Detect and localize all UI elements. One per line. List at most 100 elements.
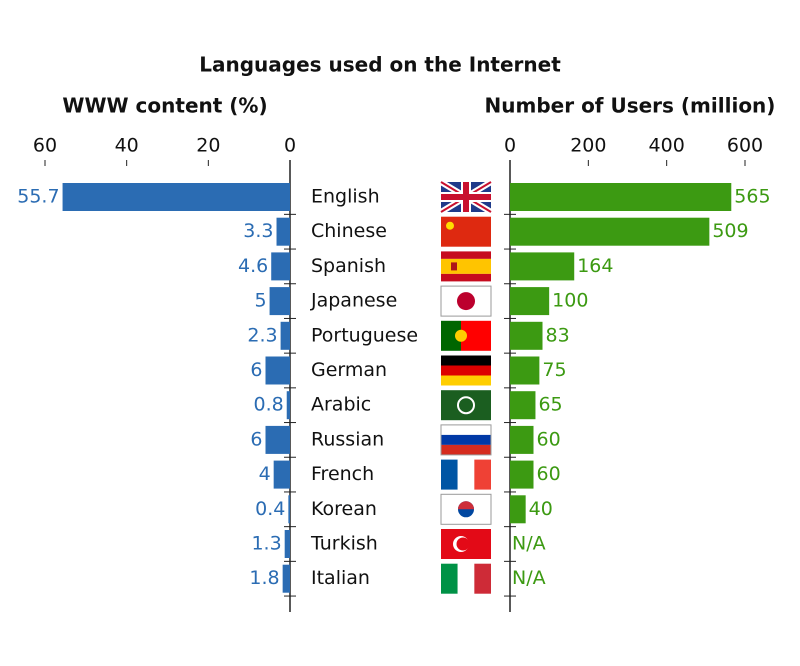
value-label: 3.3 xyxy=(243,220,273,242)
value-label: 164 xyxy=(577,255,613,277)
value-label: 83 xyxy=(546,324,570,346)
category-label: English xyxy=(311,186,380,208)
flag-part xyxy=(441,375,491,386)
x-tick-label: 20 xyxy=(196,135,220,157)
value-label: N/A xyxy=(512,567,546,589)
category-label: Chinese xyxy=(311,220,387,242)
value-label: 65 xyxy=(538,394,562,416)
x-tick-label: 600 xyxy=(727,135,763,157)
flag-part xyxy=(456,537,470,551)
panel-title: Number of Users (million) xyxy=(485,94,776,118)
flag-part xyxy=(457,459,475,490)
flag-part xyxy=(457,563,475,594)
flag-part xyxy=(457,292,475,311)
x-tick-label: 0 xyxy=(284,135,296,157)
bar xyxy=(510,183,732,211)
value-label: 0.4 xyxy=(255,498,285,520)
flag-part xyxy=(441,320,461,351)
value-label: 40 xyxy=(529,498,553,520)
bar xyxy=(269,287,290,316)
value-label: 4.6 xyxy=(238,255,268,277)
bar xyxy=(510,321,543,350)
category-label: Portuguese xyxy=(311,324,418,346)
bar xyxy=(510,391,536,420)
bar xyxy=(273,460,290,489)
flag xyxy=(440,285,492,317)
value-label: 75 xyxy=(542,359,566,381)
bar xyxy=(510,287,550,316)
value-label: 5 xyxy=(254,290,266,312)
category-label: Korean xyxy=(311,498,377,520)
bar xyxy=(510,425,534,454)
flag-part xyxy=(441,444,491,455)
flag-part xyxy=(474,563,491,594)
chart-title: Languages used on the Internet xyxy=(199,53,561,77)
flag xyxy=(441,390,491,421)
flag-part xyxy=(458,501,474,510)
bar xyxy=(280,321,290,350)
value-label: 100 xyxy=(552,290,588,312)
x-tick-label: 40 xyxy=(115,135,139,157)
bar xyxy=(288,495,290,524)
bar xyxy=(265,425,290,454)
flag xyxy=(441,216,491,247)
flag xyxy=(440,424,492,456)
value-label: 4 xyxy=(259,463,271,485)
flag-part xyxy=(441,390,491,421)
flag xyxy=(441,355,491,386)
bar xyxy=(510,217,710,246)
panel-title: WWW content (%) xyxy=(62,94,267,118)
flag-part xyxy=(441,355,491,366)
flag-part xyxy=(441,424,491,435)
flag-part xyxy=(446,221,454,230)
flag-part xyxy=(441,365,491,376)
flag-part xyxy=(441,216,491,247)
x-tick-label: 400 xyxy=(649,135,685,157)
value-label: 60 xyxy=(537,463,561,485)
flag-part xyxy=(474,459,491,490)
category-label: Turkish xyxy=(310,533,378,555)
value-label: N/A xyxy=(512,533,546,555)
value-label: 565 xyxy=(734,186,770,208)
value-label: 0.8 xyxy=(254,394,284,416)
flag xyxy=(441,529,491,559)
flag xyxy=(441,459,491,490)
flag xyxy=(439,179,493,215)
flag-part xyxy=(441,459,458,490)
value-label: 60 xyxy=(537,428,561,450)
flag-part xyxy=(441,273,491,282)
value-label: 509 xyxy=(712,220,748,242)
x-tick-label: 200 xyxy=(570,135,606,157)
flag-part xyxy=(441,434,491,445)
bar xyxy=(510,460,534,489)
category-label: Arabic xyxy=(311,394,371,416)
flag xyxy=(441,320,491,351)
bar xyxy=(282,564,290,593)
x-tick-label: 0 xyxy=(504,135,516,157)
value-label: 6 xyxy=(250,428,262,450)
bar xyxy=(510,252,575,281)
bar xyxy=(62,183,290,211)
bar xyxy=(265,356,290,385)
flag-part xyxy=(457,396,475,415)
value-label: 6 xyxy=(250,359,262,381)
category-label: French xyxy=(311,463,374,485)
flag-part xyxy=(441,258,491,274)
x-tick-label: 60 xyxy=(33,135,57,157)
category-label: Spanish xyxy=(311,255,386,277)
flag-part xyxy=(451,262,457,271)
category-label: Russian xyxy=(311,428,384,450)
bar xyxy=(284,530,290,558)
bar xyxy=(286,391,290,420)
flag-part xyxy=(441,194,491,200)
flag-part xyxy=(441,563,458,594)
value-label: 1.3 xyxy=(251,533,281,555)
bar xyxy=(271,252,290,281)
bar xyxy=(276,217,290,246)
flag-part xyxy=(455,329,467,342)
flag xyxy=(441,251,491,282)
flag-part xyxy=(440,424,492,456)
category-label: Japanese xyxy=(310,290,397,312)
bar xyxy=(510,495,526,524)
